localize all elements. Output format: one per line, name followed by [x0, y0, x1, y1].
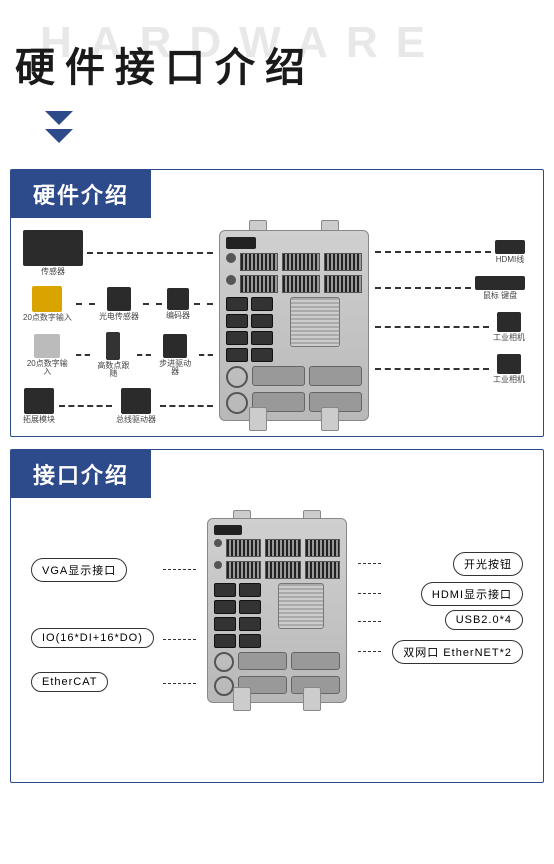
- left-peripherals: 传感器20点数字输入光电传感器编码器20点数字输入高数点跟随步进驱动器拓展模块总…: [23, 230, 213, 424]
- peripheral-row: 传感器: [23, 230, 213, 276]
- peripheral-label: 工业相机: [493, 334, 525, 342]
- main-controller-labeled: [207, 518, 347, 703]
- peripheral-label: 20点数字输入: [23, 360, 72, 376]
- peripheral-row: 拓展模块 总线驱动器: [23, 388, 213, 424]
- right-peripherals: HDMI线鼠标 键盘工业相机工业相机: [375, 230, 525, 384]
- peripheral-item: 拓展模块: [23, 388, 55, 424]
- peripheral-item: HDMI线: [495, 240, 525, 264]
- connector-line: [76, 354, 90, 356]
- connector-line: [76, 303, 95, 305]
- interface-label: HDMI显示接口: [421, 582, 523, 606]
- peripheral-item: 20点数字输入: [23, 334, 72, 376]
- connector-line: [87, 252, 213, 254]
- connector-line: [375, 287, 471, 289]
- interface-label: EtherCAT: [31, 672, 108, 692]
- section-hardware: 硬件介绍 传感器20点数字输入光电传感器编码器20点数字输入高数点跟随步进驱动器…: [10, 169, 544, 437]
- peripheral-label: 20点数字输入: [23, 314, 72, 322]
- peripheral-label: HDMI线: [496, 256, 524, 264]
- connector-line: [160, 405, 213, 407]
- leader-line: [358, 563, 381, 564]
- leader-line: [358, 593, 381, 594]
- peripheral-item: 步进驱动器: [155, 334, 195, 376]
- leader-line: [358, 621, 381, 622]
- connector-line: [59, 405, 112, 407]
- section-tab-interface: 接口介绍: [11, 450, 151, 498]
- peripheral-row: 工业相机: [375, 312, 525, 342]
- leader-line: [163, 683, 196, 684]
- connector-line: [375, 326, 489, 328]
- interface-diagram: VGA显示接口 IO(16*DI+16*DO) EtherCAT 开光按钮 HDMI显示…: [23, 510, 531, 770]
- interface-label: 双网口 EtherNET*2: [392, 640, 523, 664]
- interface-label: 开光按钮: [453, 552, 523, 576]
- arrow-decorations: [45, 111, 539, 143]
- peripheral-label: 总线驱动器: [116, 416, 156, 424]
- connector-line: [199, 354, 213, 356]
- interface-label: VGA显示接口: [31, 558, 127, 582]
- peripheral-item: 鼠标 键盘: [475, 276, 525, 300]
- peripheral-row: HDMI线: [375, 240, 525, 264]
- arrow-down-icon: [45, 111, 73, 125]
- peripheral-item: 光电传感器: [99, 287, 139, 321]
- connector-line: [194, 303, 213, 305]
- connector-line: [375, 251, 491, 253]
- connector-line: [375, 368, 489, 370]
- peripheral-label: 高数点跟随: [94, 362, 134, 378]
- peripheral-item: 20点数字输入: [23, 286, 72, 322]
- interface-label: USB2.0*4: [445, 610, 523, 630]
- main-controller: [219, 230, 369, 421]
- section-interface: 接口介绍: [10, 449, 544, 783]
- peripheral-item: 高数点跟随: [94, 332, 134, 378]
- interface-label: IO(16*DI+16*DO): [31, 628, 154, 648]
- peripheral-label: 编码器: [166, 312, 190, 320]
- arrow-down-icon: [45, 129, 73, 143]
- peripheral-item: 编码器: [166, 288, 190, 320]
- leader-line: [163, 639, 196, 640]
- peripheral-item: 工业相机: [493, 312, 525, 342]
- connector-line: [137, 354, 151, 356]
- connector-line: [143, 303, 162, 305]
- peripheral-item: 工业相机: [493, 354, 525, 384]
- peripheral-label: 传感器: [41, 268, 65, 276]
- hardware-diagram: 传感器20点数字输入光电传感器编码器20点数字输入高数点跟随步进驱动器拓展模块总…: [23, 230, 531, 424]
- peripheral-item: 总线驱动器: [116, 388, 156, 424]
- peripheral-label: 步进驱动器: [155, 360, 195, 376]
- peripheral-row: 20点数字输入 高数点跟随 步进驱动器: [23, 332, 213, 378]
- peripheral-label: 工业相机: [493, 376, 525, 384]
- peripheral-label: 光电传感器: [99, 313, 139, 321]
- peripheral-row: 20点数字输入 光电传感器 编码器: [23, 286, 213, 322]
- peripheral-row: 工业相机: [375, 354, 525, 384]
- peripheral-item: 传感器: [23, 230, 83, 276]
- header: HARDWARE 硬件接口介绍: [0, 0, 554, 157]
- leader-line: [358, 651, 381, 652]
- peripheral-row: 鼠标 键盘: [375, 276, 525, 300]
- leader-line: [163, 569, 196, 570]
- peripheral-label: 鼠标 键盘: [483, 292, 517, 300]
- page-title: 硬件接口介绍: [15, 35, 539, 93]
- section-tab-hardware: 硬件介绍: [11, 170, 151, 218]
- peripheral-label: 拓展模块: [23, 416, 55, 424]
